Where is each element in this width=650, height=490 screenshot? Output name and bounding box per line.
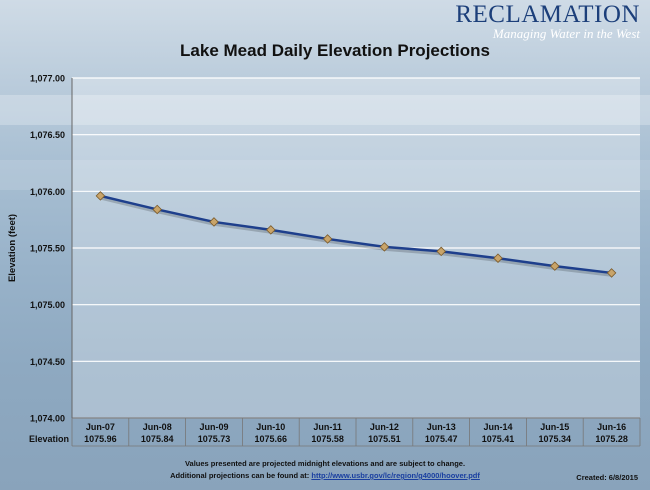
- chart-title: Lake Mead Daily Elevation Projections: [180, 41, 490, 60]
- y-tick-label: 1,075.00: [30, 300, 65, 310]
- table-value: 1075.96: [84, 434, 117, 444]
- table-value: 1075.84: [141, 434, 174, 444]
- y-tick-label: 1,077.00: [30, 74, 65, 84]
- table-value: 1075.28: [595, 434, 628, 444]
- x-tick-label: Jun-08: [143, 422, 172, 432]
- table-value: 1075.66: [255, 434, 288, 444]
- background-water: [0, 160, 650, 190]
- data-point: [266, 225, 276, 235]
- x-tick-label: Jun-15: [540, 422, 569, 432]
- footnote-projections-label: Additional projections can be found at:: [170, 471, 310, 480]
- footnote-disclaimer: Values presented are projected midnight …: [184, 459, 466, 468]
- table-value: 1075.51: [368, 434, 401, 444]
- logo-name: RECLAMATION: [455, 1, 640, 28]
- y-tick-label: 1,076.50: [30, 130, 65, 140]
- x-tick-label: Jun-14: [483, 422, 512, 432]
- table-value: 1075.34: [539, 434, 572, 444]
- footnote-projections: Additional projections can be found at: …: [0, 471, 650, 480]
- background-haze: [0, 95, 650, 125]
- x-tick-label: Jun-11: [313, 422, 342, 432]
- reclamation-logo: RECLAMATION Managing Water in the West: [455, 1, 640, 41]
- data-point: [152, 204, 162, 215]
- x-tick-label: Jun-12: [370, 422, 399, 432]
- logo-tagline: Managing Water in the West: [492, 26, 640, 41]
- table-row-label: Elevation: [29, 434, 69, 444]
- data-point: [322, 234, 333, 244]
- x-tick-label: Jun-10: [256, 422, 285, 432]
- y-tick-label: 1,074.00: [30, 414, 65, 424]
- table-value: 1075.58: [311, 434, 344, 444]
- data-point: [436, 246, 446, 257]
- table-value: 1075.41: [482, 434, 515, 444]
- x-tick-label: Jun-16: [597, 422, 626, 432]
- data-point: [209, 217, 219, 227]
- created-date: Created: 6/8/2015: [576, 473, 638, 482]
- table-value: 1075.47: [425, 434, 458, 444]
- x-tick-label: Jun-07: [86, 422, 115, 432]
- data-point: [493, 253, 503, 263]
- x-tick-label: Jun-13: [427, 422, 456, 432]
- series-line-shadow: [100, 195, 613, 277]
- series-line: [100, 194, 612, 275]
- projections-link[interactable]: http://www.usbr.gov/lc/region/g4000/hoov…: [311, 471, 480, 480]
- x-tick-label: Jun-09: [199, 422, 228, 432]
- data-point: [95, 191, 106, 201]
- y-tick-label: 1,074.50: [30, 357, 65, 367]
- data-point: [379, 242, 390, 252]
- data-point: [550, 261, 560, 271]
- y-tick-label: 1,075.50: [30, 244, 65, 254]
- table-value: 1075.73: [198, 434, 231, 444]
- y-tick-label: 1,076.00: [30, 187, 65, 197]
- y-axis-label: Elevation (feet): [7, 214, 18, 282]
- data-point: [606, 268, 617, 278]
